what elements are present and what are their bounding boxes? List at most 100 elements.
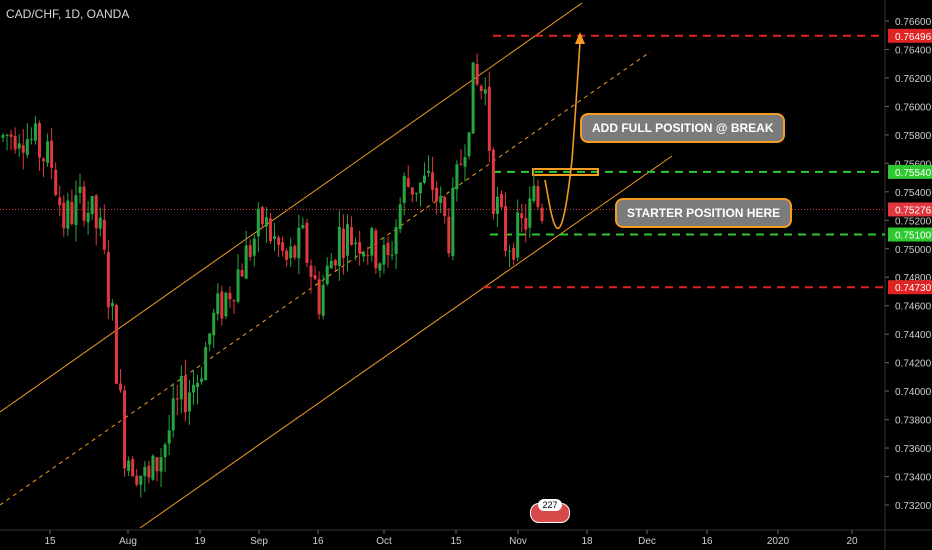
candle-body	[50, 140, 54, 168]
candle-body	[297, 227, 301, 259]
candle-body	[29, 138, 33, 140]
candle-body	[224, 292, 228, 317]
x-tick-label: 20	[846, 536, 858, 547]
candle-body	[240, 270, 244, 277]
candle-body	[155, 457, 159, 472]
candle-body	[66, 200, 70, 229]
channel-upper-line	[0, 2, 583, 413]
candle-body	[427, 171, 431, 173]
candle-body	[447, 216, 451, 254]
candle-body	[175, 398, 179, 400]
candle-body	[21, 145, 25, 153]
candle-body	[127, 460, 131, 471]
candle-body	[256, 208, 260, 237]
y-tick-label: 0.73600	[895, 444, 932, 455]
candle-body	[228, 292, 232, 300]
candle-body	[370, 228, 374, 256]
candle-body	[1, 134, 5, 138]
x-tick-label: Nov	[509, 536, 527, 547]
candle-body	[171, 398, 175, 431]
candle-body	[414, 192, 418, 194]
candle-body	[358, 242, 362, 254]
candle-body	[110, 303, 114, 307]
y-tick-label: 0.75800	[895, 131, 932, 142]
candle-body	[354, 242, 358, 245]
candle-body	[309, 265, 313, 277]
candle-body	[520, 213, 524, 219]
candle-body	[268, 218, 272, 242]
candle-body	[74, 195, 78, 226]
candle-body	[131, 458, 135, 477]
candle-body	[78, 186, 82, 193]
candle-body	[317, 279, 321, 315]
candle-body	[42, 158, 46, 162]
comment-count-badge[interactable]: 227	[530, 499, 570, 523]
candle-body	[285, 250, 289, 260]
candle-body	[313, 275, 317, 280]
candle-body	[5, 134, 9, 136]
y-tick-label: 0.74000	[895, 387, 932, 398]
y-tick-label: 0.76000	[895, 102, 932, 113]
candle-body	[248, 245, 252, 258]
x-tick-label: Oct	[376, 536, 392, 547]
candle-body	[46, 141, 50, 163]
x-tick-label: 18	[581, 536, 593, 547]
price-label-box	[888, 227, 932, 242]
candle-body	[33, 123, 37, 141]
candle-body	[90, 195, 94, 215]
candle-body	[220, 291, 224, 319]
candle-body	[366, 255, 370, 257]
candle-body	[329, 260, 333, 269]
candle-body	[196, 382, 200, 388]
candle-body	[25, 139, 29, 155]
candle-body	[82, 186, 86, 221]
x-tick-label: 16	[312, 536, 324, 547]
candle-body	[504, 206, 508, 251]
candle-body	[451, 187, 455, 257]
candle-body	[418, 182, 422, 194]
candle-body	[455, 164, 459, 190]
candle-body	[443, 197, 447, 217]
candle-body	[135, 475, 139, 485]
candle-body	[410, 187, 414, 195]
candle-body	[345, 224, 349, 256]
candle-body	[524, 217, 528, 230]
candle-body	[516, 212, 520, 258]
candle-body	[208, 333, 212, 345]
candle-body	[119, 383, 123, 391]
candle-body	[147, 465, 151, 478]
candle-body	[475, 63, 479, 85]
candle-body	[479, 85, 483, 91]
symbol-label[interactable]: CAD/CHF, 1D, OANDA	[6, 7, 130, 21]
candle-body	[167, 430, 171, 444]
y-tick-label: 0.76200	[895, 74, 932, 85]
x-tick-label: Dec	[638, 536, 656, 547]
candle-body	[459, 163, 463, 165]
candle-body	[236, 269, 240, 302]
candle-body	[512, 248, 516, 260]
candle-body	[191, 384, 195, 393]
candle-body	[467, 132, 471, 157]
y-tick-label: 0.74400	[895, 330, 932, 341]
candle-body	[94, 195, 98, 229]
y-tick-label: 0.74800	[895, 273, 932, 284]
candle-body	[491, 149, 495, 214]
price-label-0: 0.76496	[895, 32, 932, 43]
candle-body	[232, 300, 236, 302]
candle-body	[325, 265, 329, 285]
candle-body	[98, 217, 102, 229]
candle-body	[216, 293, 220, 314]
candle-body	[260, 207, 264, 225]
candle-body	[398, 204, 402, 230]
price-label-3: 0.75100	[895, 231, 932, 242]
candle-body	[139, 475, 143, 485]
candle-body	[13, 135, 17, 150]
candle-body	[540, 207, 544, 221]
candle-body	[378, 263, 382, 271]
candle-body	[439, 196, 443, 203]
y-tick-label: 0.75200	[895, 216, 932, 227]
x-tick-label: 15	[450, 536, 462, 547]
candle-body	[179, 375, 183, 400]
candle-body	[159, 457, 163, 472]
